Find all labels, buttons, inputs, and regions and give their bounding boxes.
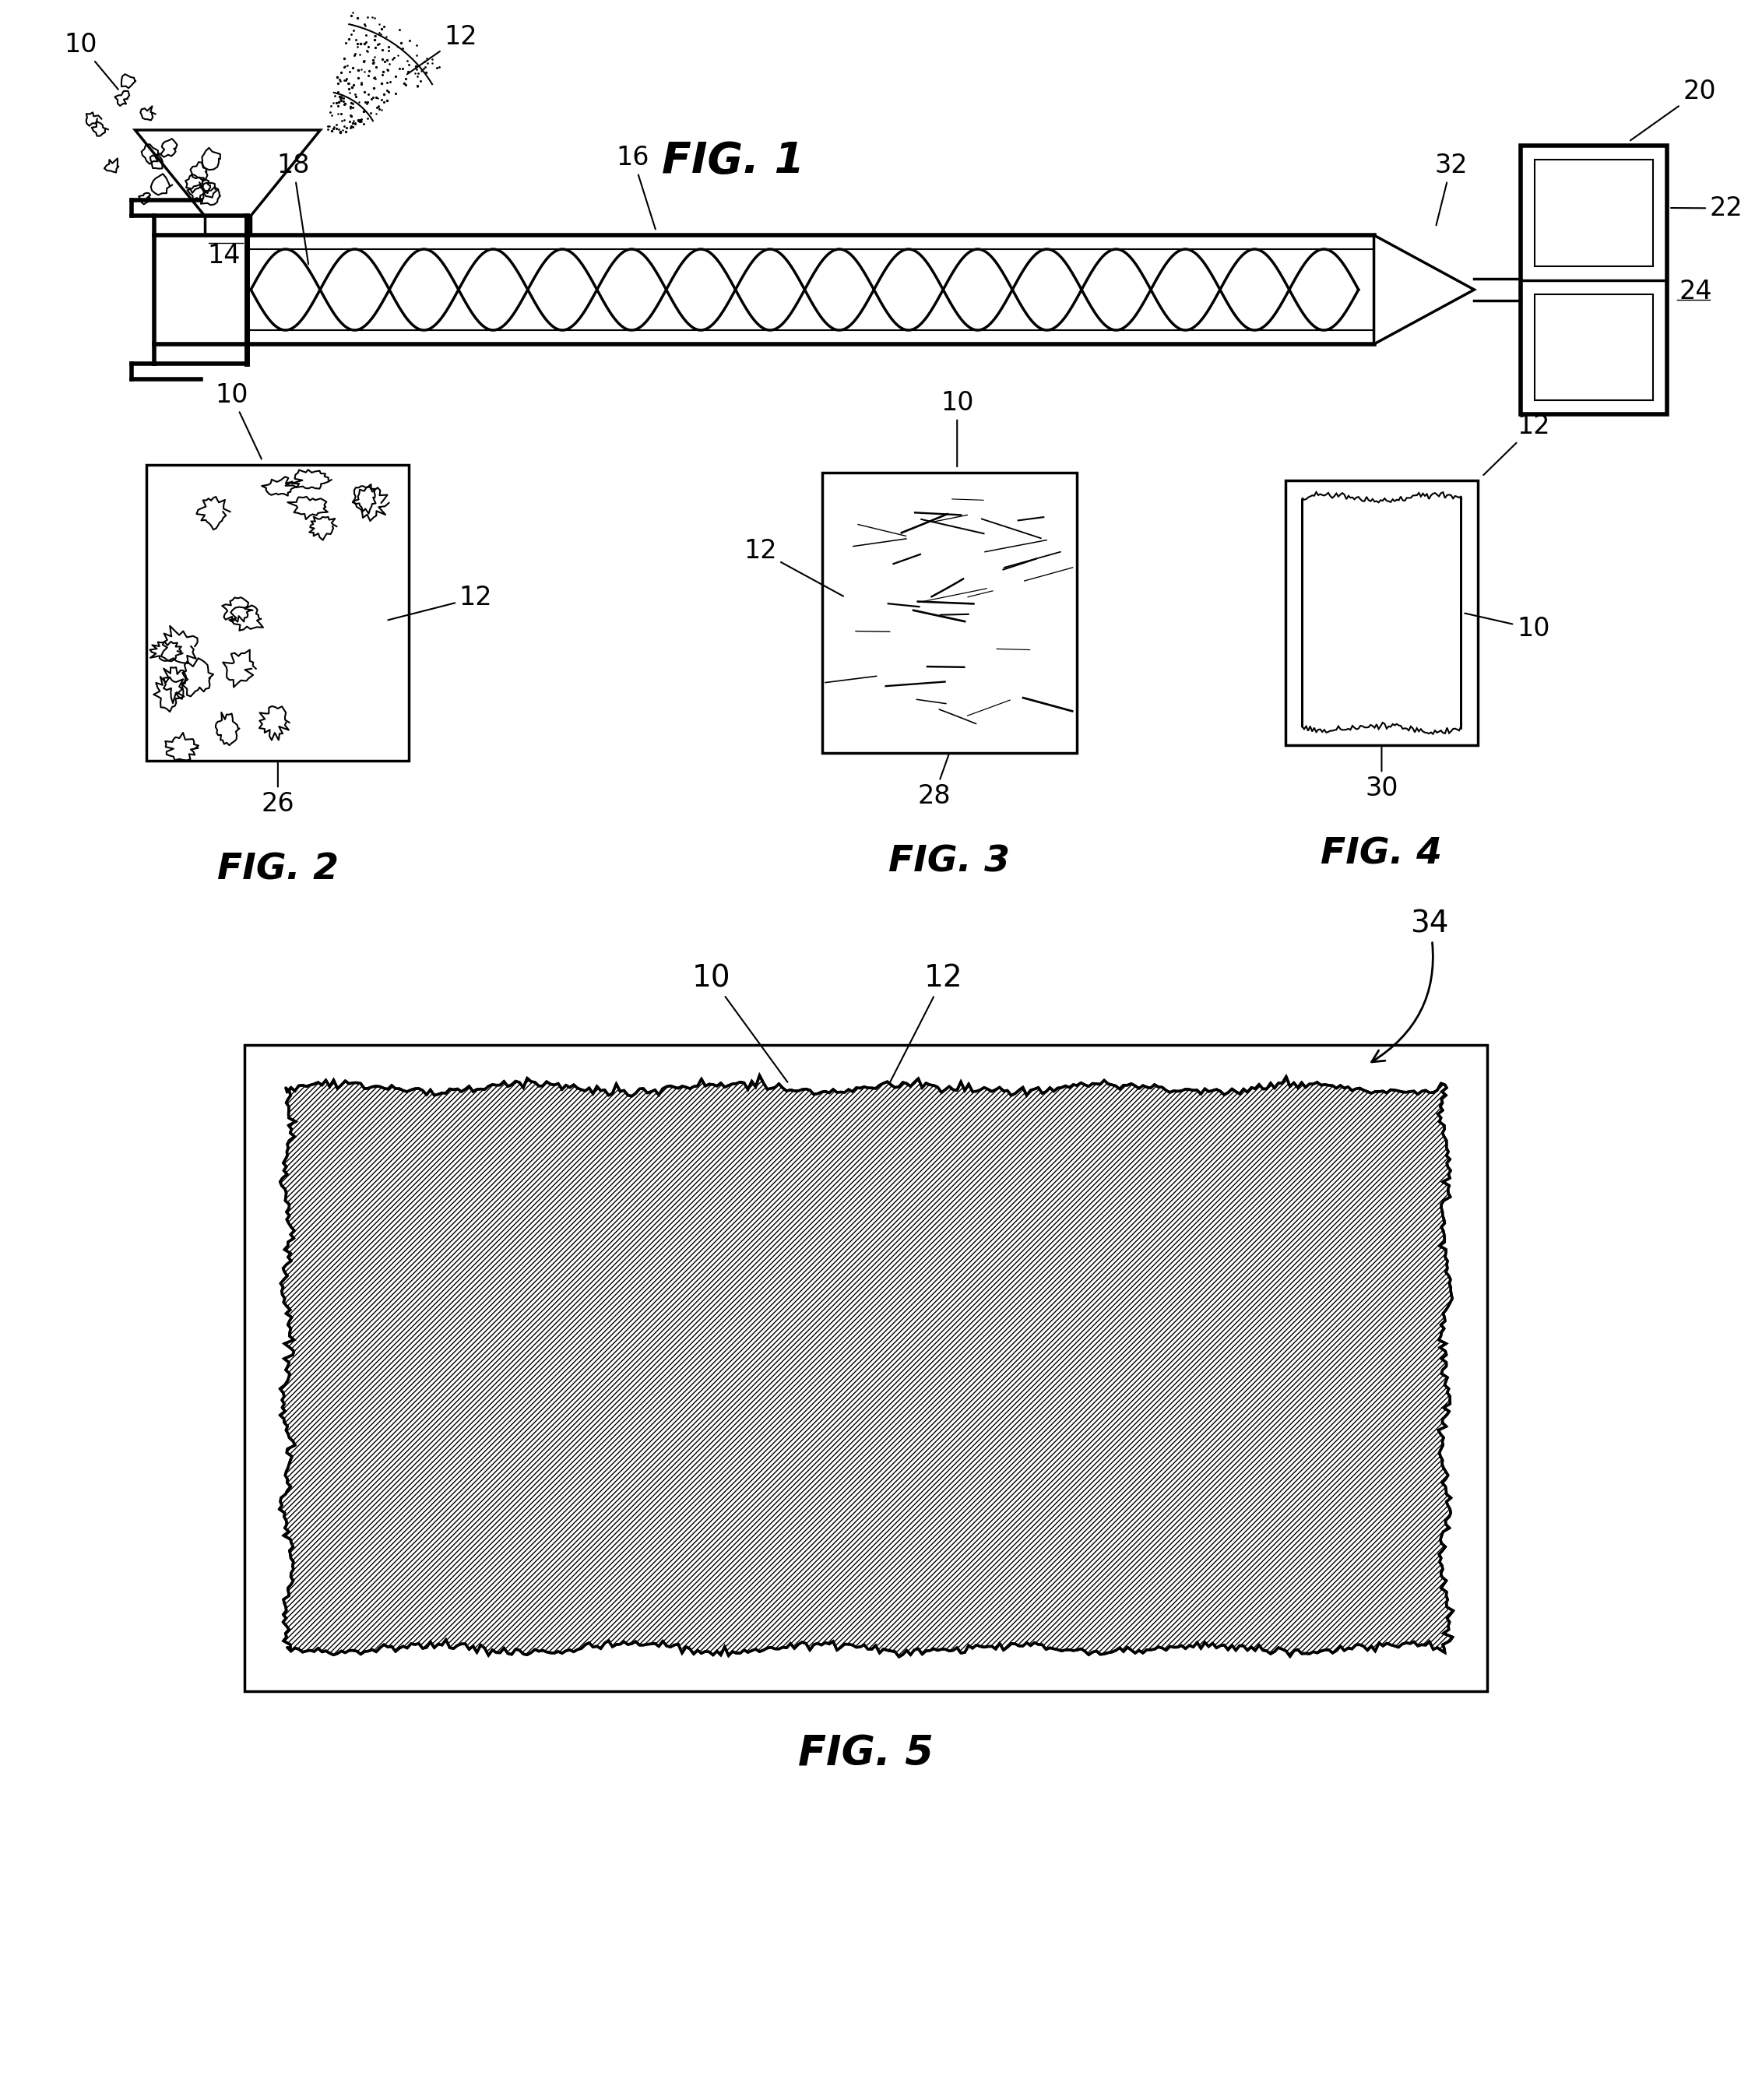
Text: FIG. 5: FIG. 5 [799, 1732, 933, 1774]
Text: 22: 22 [1671, 195, 1743, 220]
Text: 12: 12 [890, 964, 963, 1081]
Text: 12: 12 [743, 538, 843, 596]
Polygon shape [280, 1075, 1453, 1657]
Text: 12: 12 [388, 584, 493, 620]
Text: 10: 10 [215, 382, 262, 460]
Text: 20: 20 [1631, 78, 1717, 141]
Text: FIG. 1: FIG. 1 [662, 141, 804, 183]
Text: 10: 10 [65, 31, 119, 90]
Text: 30: 30 [1365, 748, 1398, 802]
Bar [147, 464, 409, 760]
Text: 10: 10 [1465, 613, 1550, 643]
Bar [1521, 145, 1668, 414]
Text: 12: 12 [407, 23, 477, 74]
Text: 34: 34 [1372, 909, 1449, 1063]
Text: 26: 26 [260, 762, 294, 817]
Text: 10: 10 [940, 391, 974, 466]
Text: FIG. 4: FIG. 4 [1321, 836, 1442, 871]
Bar [1535, 160, 1654, 267]
Text: FIG. 3: FIG. 3 [888, 844, 1010, 880]
Text: 16: 16 [617, 145, 656, 229]
Text: 24: 24 [1678, 279, 1711, 304]
Bar [245, 1046, 1488, 1690]
Text: 32: 32 [1435, 153, 1468, 225]
Text: 10: 10 [692, 964, 788, 1081]
Text: 14: 14 [208, 244, 241, 269]
Text: 18: 18 [276, 153, 309, 265]
Text: 12: 12 [1484, 414, 1550, 475]
Bar [1285, 481, 1479, 745]
Text: 28: 28 [918, 756, 951, 808]
Bar [822, 472, 1077, 754]
Text: FIG. 2: FIG. 2 [217, 853, 339, 888]
Bar [1535, 294, 1654, 401]
